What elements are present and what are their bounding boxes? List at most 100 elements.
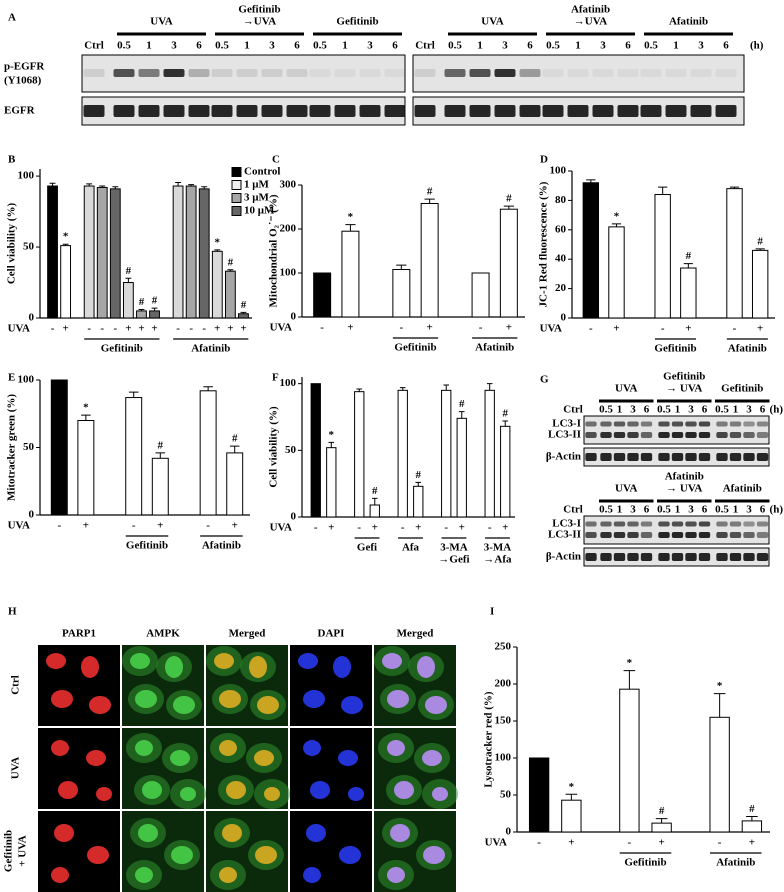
row-label: UVA	[540, 323, 562, 335]
error-bar	[658, 186, 668, 195]
blot-header: Afatinib	[669, 16, 708, 28]
x-tick-label: +	[372, 522, 378, 534]
nucleus	[58, 781, 78, 799]
x-tick-label: -	[401, 522, 405, 534]
bar	[456, 417, 467, 518]
blot-band	[613, 521, 626, 527]
blot-band	[640, 453, 653, 461]
bar	[172, 185, 184, 319]
group-label: Afatinib	[716, 857, 755, 869]
x-tick-label: -	[176, 323, 180, 335]
blot-header: →UVA	[243, 16, 276, 28]
nucleus	[130, 653, 150, 669]
lane-label: 0.5	[448, 40, 462, 52]
nucleus	[219, 867, 237, 883]
blot-band	[617, 69, 639, 77]
y-tick-label: 250	[495, 641, 512, 653]
blot-band	[756, 532, 769, 538]
row-label: UVA	[8, 520, 30, 532]
bar	[608, 226, 625, 319]
nucleus	[423, 846, 445, 864]
y-axis-label: Lysotracker red (%)	[483, 691, 495, 787]
blot-band	[698, 432, 711, 438]
x-tick-label: +	[749, 837, 755, 849]
nucleus	[173, 696, 195, 714]
significance-mark: *	[614, 210, 620, 222]
blot-band	[138, 69, 160, 77]
blot-band	[743, 453, 755, 461]
legend-swatch	[231, 206, 242, 216]
blot-band	[600, 553, 612, 561]
row-label: UVA	[270, 322, 292, 334]
column-header: PARP1	[62, 628, 96, 640]
y-tick-label: 50	[23, 441, 35, 453]
nucleus	[138, 824, 158, 842]
bar	[313, 272, 332, 318]
y-tick-label: 80	[555, 194, 567, 206]
x-tick-label: -	[113, 323, 117, 335]
blot-header: Gefitinib	[238, 4, 280, 16]
blot-band	[716, 421, 728, 427]
blot-band	[384, 105, 406, 117]
bar	[326, 447, 337, 518]
x-tick-label: +	[328, 522, 334, 534]
nucleus	[51, 867, 69, 883]
lane-label: 1	[733, 404, 739, 416]
bar	[122, 282, 134, 319]
legend-swatch	[231, 180, 242, 190]
nucleus	[249, 656, 267, 678]
nucleus	[219, 740, 237, 756]
blot-row-label: β-Actin	[546, 451, 581, 463]
error-bar	[396, 264, 407, 270]
blot-band	[469, 105, 491, 117]
lane-label: 0.5	[715, 404, 729, 416]
nucleus	[255, 846, 277, 864]
significance-mark: *	[329, 429, 335, 441]
x-tick-label: -	[357, 522, 361, 534]
lane-label: 0.5	[657, 504, 671, 516]
nucleus	[303, 740, 321, 756]
column-header: Merged	[397, 628, 434, 640]
blot-band	[716, 532, 728, 538]
lane-label: 3	[367, 40, 373, 52]
blot-band	[729, 521, 742, 527]
group-label: Afatinib	[202, 540, 241, 552]
x-tick-label: -	[537, 837, 541, 849]
bar	[47, 185, 58, 319]
blot-band	[613, 532, 626, 538]
legend-label: 10 μM	[244, 205, 275, 217]
nucleus	[303, 690, 325, 708]
blot-band	[613, 432, 626, 438]
blot-header: UVA	[615, 383, 637, 395]
bar	[198, 188, 210, 319]
row-header: + UVA	[17, 835, 29, 866]
lane-label: 0.5	[117, 40, 131, 52]
blot-band	[716, 432, 728, 438]
blot-band	[113, 69, 135, 77]
bar	[528, 757, 550, 833]
y-tick-label: 100	[280, 267, 297, 279]
x-tick-label: +	[83, 520, 89, 532]
nucleus	[257, 696, 279, 714]
x-tick-label: -	[51, 323, 55, 335]
blot-band	[617, 105, 639, 117]
x-tick-label: -	[87, 323, 91, 335]
nucleus	[348, 787, 364, 801]
group-label: Gefitinib	[654, 343, 696, 355]
blot-band	[729, 532, 742, 538]
x-tick-label: +	[240, 323, 246, 335]
group-label: Afatinib	[191, 343, 230, 355]
blot-band	[698, 532, 711, 538]
x-tick-label: -	[733, 323, 737, 335]
lane-label: 6	[702, 404, 708, 416]
blot-band	[585, 453, 597, 461]
bar	[125, 397, 143, 516]
y-tick-label: 100	[18, 170, 35, 182]
panel-letter: A	[8, 12, 16, 24]
bar	[310, 383, 321, 518]
y-tick-label: 50	[500, 789, 512, 801]
blot-band	[658, 532, 670, 538]
blot-header: → UVA	[666, 383, 702, 395]
bar	[77, 420, 95, 516]
blot-band	[685, 532, 697, 538]
